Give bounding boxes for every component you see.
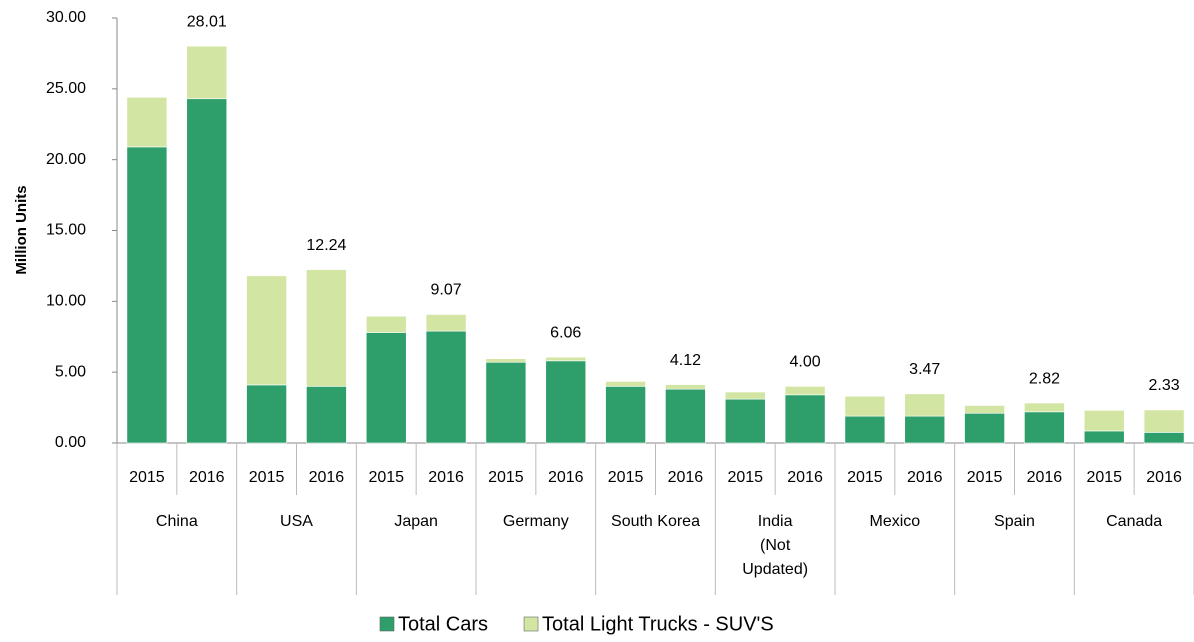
bar-segment: [365, 315, 407, 333]
bar-segment: [425, 314, 467, 332]
legend-label: Total Cars: [398, 613, 488, 635]
y-tick-label: 10.00: [46, 293, 86, 310]
x-tick-label: 2015: [608, 469, 644, 486]
total-label: 12.24: [306, 237, 346, 254]
group-label: India (Not Updated): [742, 513, 809, 578]
bar-segment: [904, 393, 946, 417]
x-tick-label: 2016: [548, 469, 584, 486]
group-label: China: [155, 513, 198, 530]
bar-segment: [126, 97, 168, 148]
x-tick-label: 2015: [249, 469, 285, 486]
bar-segment: [724, 391, 766, 400]
y-axis-title: Million Units: [13, 185, 30, 274]
y-tick-label: 20.00: [46, 151, 86, 168]
bar-segment: [425, 330, 467, 444]
group-label: Mexico: [869, 513, 921, 530]
group-label: Canada: [1106, 513, 1163, 530]
bar-segment: [1143, 409, 1185, 433]
total-label: 9.07: [431, 282, 462, 299]
bar-segment: [485, 361, 527, 444]
total-label: 2.82: [1029, 370, 1060, 387]
y-tick-label: 25.00: [46, 80, 86, 97]
y-tick-label: 15.00: [46, 222, 86, 239]
y-tick-label: 5.00: [55, 363, 86, 380]
bar-segment: [964, 412, 1005, 444]
group-label: Germany: [502, 513, 569, 530]
bar-segment: [545, 356, 587, 362]
total-label: 28.01: [187, 13, 227, 30]
x-tick-label: 2016: [787, 469, 823, 486]
bar-segment: [246, 384, 287, 444]
bar-segment: [1083, 410, 1125, 432]
x-tick-label: 2015: [967, 469, 1003, 486]
x-tick-label: 2016: [309, 469, 345, 486]
legend-swatch: [523, 616, 539, 632]
bar-segment: [186, 45, 228, 100]
group-label: USA: [280, 513, 313, 530]
bar-segment: [1024, 411, 1065, 444]
legend-label: Total Light Trucks - SUV'S: [542, 613, 774, 635]
bar-segment: [784, 386, 826, 396]
y-tick-label: 30.00: [46, 9, 86, 26]
bar-segment: [365, 332, 407, 444]
x-tick-label: 2016: [428, 469, 464, 486]
bar-segment: [605, 386, 646, 444]
total-label: 4.12: [670, 352, 701, 369]
total-label: 2.33: [1149, 377, 1180, 394]
x-tick-label: 2016: [1146, 469, 1182, 486]
bar-segment: [844, 415, 886, 444]
bar-segment: [1024, 402, 1065, 413]
x-tick-label: 2016: [1027, 469, 1063, 486]
bar-segment: [904, 415, 946, 444]
bar-segment: [964, 405, 1005, 414]
total-label: 3.47: [909, 361, 940, 378]
bar-segment: [545, 360, 587, 444]
bar-segment: [246, 275, 287, 386]
x-tick-label: 2015: [847, 469, 883, 486]
y-tick-label: 0.00: [55, 434, 86, 451]
bar-segment: [126, 146, 168, 444]
x-tick-label: 2015: [1086, 469, 1122, 486]
x-tick-label: 2016: [189, 469, 225, 486]
bar-segment: [665, 384, 706, 390]
bar-segment: [306, 386, 347, 444]
group-label: South Korea: [611, 513, 700, 530]
x-tick-label: 2015: [727, 469, 763, 486]
bar-segment: [724, 398, 766, 444]
x-tick-label: 2015: [488, 469, 524, 486]
bar-segment: [485, 358, 527, 363]
bar-segment: [605, 381, 646, 387]
legend-swatch: [379, 616, 395, 632]
bar-segment: [1143, 432, 1185, 444]
total-label: 4.00: [790, 354, 821, 371]
bar-segment: [306, 269, 347, 387]
x-tick-label: 2016: [668, 469, 704, 486]
bar-segment: [844, 395, 886, 417]
bar-segment: [784, 394, 826, 444]
group-label: Spain: [994, 513, 1035, 530]
group-label: Japan: [394, 513, 438, 530]
x-tick-label: 2015: [129, 469, 165, 486]
total-label: 6.06: [550, 324, 581, 341]
bar-segment: [665, 388, 706, 444]
x-tick-label: 2015: [368, 469, 404, 486]
bar-segment: [1083, 430, 1125, 444]
bar-segment: [186, 98, 228, 444]
x-tick-label: 2016: [907, 469, 943, 486]
